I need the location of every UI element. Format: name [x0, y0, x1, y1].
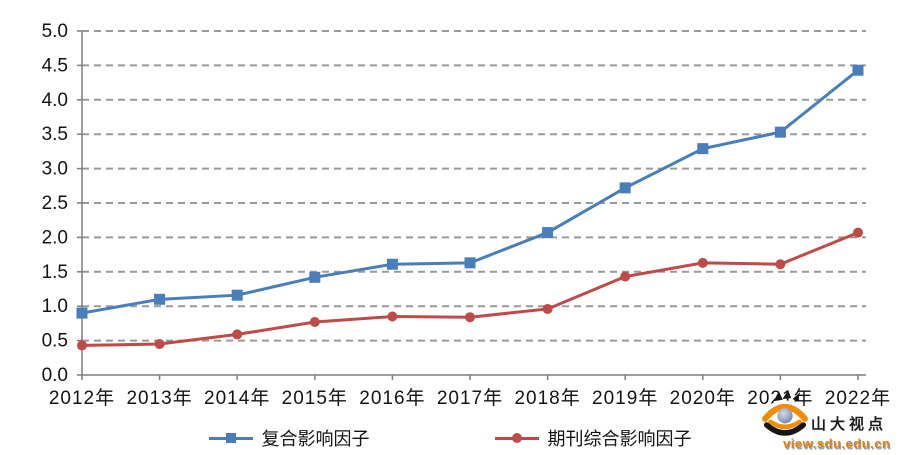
x-tick-label: 2022年: [825, 387, 891, 409]
data-point-marker: [697, 143, 709, 155]
y-tick-label: 3.0: [42, 159, 68, 180]
watermark-title: 山大视点: [811, 416, 888, 433]
legend-circle-marker: [494, 433, 539, 443]
x-tick-label: 2014年: [204, 387, 270, 409]
data-point-marker: [775, 259, 786, 270]
y-tick-label: 2.0: [42, 227, 68, 248]
data-point-marker: [77, 340, 87, 351]
y-tick-label: 0.5: [42, 331, 68, 352]
watermark-sdu-view: 山大视点 view.sdu.edu.cn: [755, 389, 899, 453]
y-tick-label: 5.0: [42, 21, 68, 42]
data-point-marker: [309, 317, 320, 328]
x-tick-label: 2016年: [359, 387, 425, 409]
legend-label-composite: 复合影响因子: [261, 429, 370, 449]
watermark-url: view.sdu.edu.cn: [783, 436, 891, 451]
series-line-circle: [81, 231, 859, 347]
x-tick-label: 2017年: [437, 387, 503, 409]
data-point-marker: [852, 64, 864, 76]
data-point-marker: [76, 307, 88, 319]
data-point-marker: [154, 339, 165, 350]
x-tick-label: 2018年: [514, 387, 580, 409]
data-point-marker: [620, 271, 631, 282]
x-tick-label: 2012年: [49, 387, 115, 409]
x-tick-label: 2015年: [282, 387, 348, 409]
eye-icon: [762, 389, 808, 436]
series-line-square: [81, 69, 859, 315]
data-point-marker: [386, 258, 398, 270]
x-tick-label: 2019年: [592, 387, 658, 409]
data-point-marker: [465, 312, 475, 323]
data-point-marker: [619, 182, 631, 194]
y-tick-label: 0.0: [42, 365, 68, 386]
y-tick-label: 3.5: [42, 124, 68, 145]
data-point-marker: [853, 227, 863, 238]
data-point-marker: [774, 126, 786, 138]
legend-label-journal: 期刊综合影响因子: [547, 429, 692, 449]
data-point-marker: [231, 289, 243, 301]
x-tick-label: 2020年: [670, 387, 736, 409]
x-tick-label: 2013年: [126, 387, 192, 409]
legend-item-composite-impact-factor[interactable]: 复合影响因子: [208, 425, 370, 451]
y-tick-label: 1.5: [42, 262, 68, 283]
data-point-marker: [232, 329, 243, 340]
data-point-marker: [464, 257, 476, 269]
data-point-marker: [542, 227, 554, 239]
y-tick-label: 4.5: [42, 55, 68, 76]
data-point-marker: [697, 257, 708, 268]
data-point-marker: [309, 271, 321, 283]
chart-legend: 复合影响因子 期刊综合影响因子: [0, 424, 900, 452]
y-tick-label: 2.5: [42, 193, 68, 214]
y-tick-label: 4.0: [42, 90, 68, 111]
legend-square-marker: [208, 433, 253, 443]
data-point-marker: [542, 303, 553, 314]
legend-item-journal-impact-factor[interactable]: 期刊综合影响因子: [494, 425, 692, 451]
y-tick-label: 1.0: [42, 296, 68, 317]
data-point-marker: [154, 293, 166, 305]
data-point-marker: [387, 311, 398, 322]
